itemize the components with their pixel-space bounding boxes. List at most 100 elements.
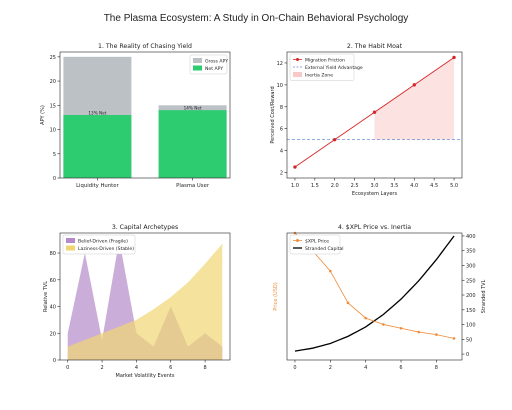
p4-price-point (452, 337, 456, 340)
p1-legend-label: Net APY (205, 66, 223, 72)
p4-frame (286, 232, 463, 361)
p2-xtick-label: 1.0 (291, 183, 299, 189)
p1-ytick-label: 0 (53, 176, 56, 182)
p2-legend-label: External Yield Advantage (305, 65, 363, 71)
p1-bar-net (63, 115, 132, 178)
p4-ytick-label: 200 (466, 293, 476, 299)
p1-ylabel: APY (%) (40, 105, 46, 125)
p2-ytick-label: 4 (280, 149, 283, 155)
p4-xtick-label: 0 (293, 365, 296, 371)
p1-title: 1. The Reality of Chasing Yield (98, 43, 192, 50)
p3-title: 3. Capital Archetypes (112, 224, 178, 231)
p1-legend-swatch (193, 58, 202, 63)
p3-xtick-label: 2 (100, 365, 103, 371)
p4-ytick-label: 250 (466, 278, 476, 284)
p4-ylabel-right: Stranded TVL (481, 279, 487, 313)
p2-xtick-label: 1.5 (311, 183, 319, 189)
p3-xtick-label: 6 (169, 365, 172, 371)
p1-legend-swatch (193, 65, 202, 71)
p2-legend-swatch (293, 72, 302, 77)
p2-xtick-label: 3.0 (371, 183, 379, 189)
p2-legend (289, 53, 355, 81)
p4-legend-label: $XPL Price (305, 238, 329, 244)
p2-title: 2. The Habit Moat (347, 43, 403, 50)
p2-xtick-label: 3.5 (390, 183, 398, 189)
p3-ytick-label: 60 (50, 278, 56, 284)
p2-ylabel: Perceived Cost/Reward (270, 86, 276, 143)
p3-ytick-label: 40 (50, 305, 56, 311)
p3-xtick-label: 0 (66, 365, 69, 371)
p3-ytick-label: 0 (53, 358, 56, 364)
p4-price-point (346, 301, 350, 305)
p4-price-point (382, 323, 385, 326)
p4-ytick-label: 100 (466, 323, 476, 329)
p4-legend (289, 234, 341, 255)
p1-ytick-label: 10 (50, 128, 56, 134)
p1-xtick-label: Liquidity Hunter (76, 183, 119, 189)
p4-legend-label: Stranded Capital (305, 246, 344, 252)
p2-xlabel: Ecosystem Layers (352, 191, 398, 197)
p2-ytick-label: 12 (277, 61, 283, 67)
p4-price-line (294, 232, 455, 339)
p2-ytick-label: 6 (280, 127, 283, 133)
p3-ylabel: Relative TVL (43, 281, 49, 312)
p2-friction-point (412, 83, 416, 87)
p3-area-belief (67, 239, 223, 360)
p1-xtick-label: Plasma User (176, 183, 210, 189)
p4-price-point (417, 330, 420, 334)
p4-ylabel: Price (USD) (273, 282, 279, 310)
p3-frame (59, 232, 231, 361)
p4-title: 4. $XPL Price vs. Inertia (338, 224, 411, 231)
p4-xtick-label: 4 (364, 365, 367, 371)
p2-legend-label: Migration Friction (305, 57, 345, 63)
p4-price-point (364, 316, 367, 320)
p4-ytick-label: 150 (466, 308, 476, 314)
p2-xtick-label: 5.0 (450, 183, 458, 189)
p2-friction-point (333, 137, 337, 142)
p4-xtick-label: 8 (435, 365, 438, 371)
p1-ytick-label: 5 (53, 152, 56, 158)
p2-legend-label: Inertia Zone (305, 72, 333, 78)
p4-xtick-label: 2 (329, 365, 332, 371)
p3-legend-swatch (66, 245, 75, 251)
p2-legend-marker (296, 58, 299, 61)
p3-xtick-label: 8 (204, 365, 207, 371)
p3-legend-label: Belief-Driven (Fragile) (78, 238, 128, 244)
p3-xlabel: Market Volatility Events (116, 373, 175, 379)
p4-ytick-label: 0 (466, 352, 469, 358)
p2-friction-point (372, 110, 377, 114)
p2-xtick-label: 2.5 (351, 183, 359, 189)
p1-bar-label: 14% Net (184, 106, 202, 111)
p3-legend (62, 234, 136, 255)
p4-price-point (435, 333, 438, 336)
p1-ytick-label: 15 (50, 103, 56, 109)
p2-friction-point (452, 55, 456, 60)
p3-xtick-label: 4 (135, 365, 138, 371)
p2-ytick-label: 8 (280, 105, 283, 111)
p4-ytick-label: 300 (466, 263, 476, 269)
p2-friction-point (293, 165, 297, 169)
p4-stranded-capital-line (294, 235, 455, 352)
p1-ytick-label: 20 (50, 79, 56, 85)
p3-ytick-label: 80 (50, 251, 56, 257)
p4-xtick-label: 6 (399, 365, 402, 371)
p1-bar-net (158, 110, 227, 178)
p2-ytick-label: 10 (277, 83, 283, 89)
p1-ytick-label: 25 (50, 55, 56, 61)
p2-ytick-label: 2 (280, 171, 283, 177)
p1-bar-label: 13% Net (88, 111, 106, 116)
p2-inertia-zone (374, 57, 455, 140)
p4-ytick-label: 400 (466, 234, 476, 240)
figure-title: The Plasma Ecosystem: A Study in On-Chai… (103, 13, 409, 24)
p1-legend-label: Gross APY (205, 58, 228, 64)
p1-frame (59, 51, 231, 179)
p4-ytick-label: 350 (466, 249, 476, 255)
p2-xtick-label: 4.5 (430, 183, 438, 189)
p3-legend-label: Laziness-Driven (Stable) (78, 246, 134, 252)
p3-area-laziness (67, 243, 223, 360)
p4-price-point (329, 269, 332, 273)
p2-xtick-label: 2.0 (331, 183, 339, 189)
p4-ytick-label: 50 (466, 337, 472, 343)
p2-xtick-label: 4.0 (410, 183, 418, 189)
